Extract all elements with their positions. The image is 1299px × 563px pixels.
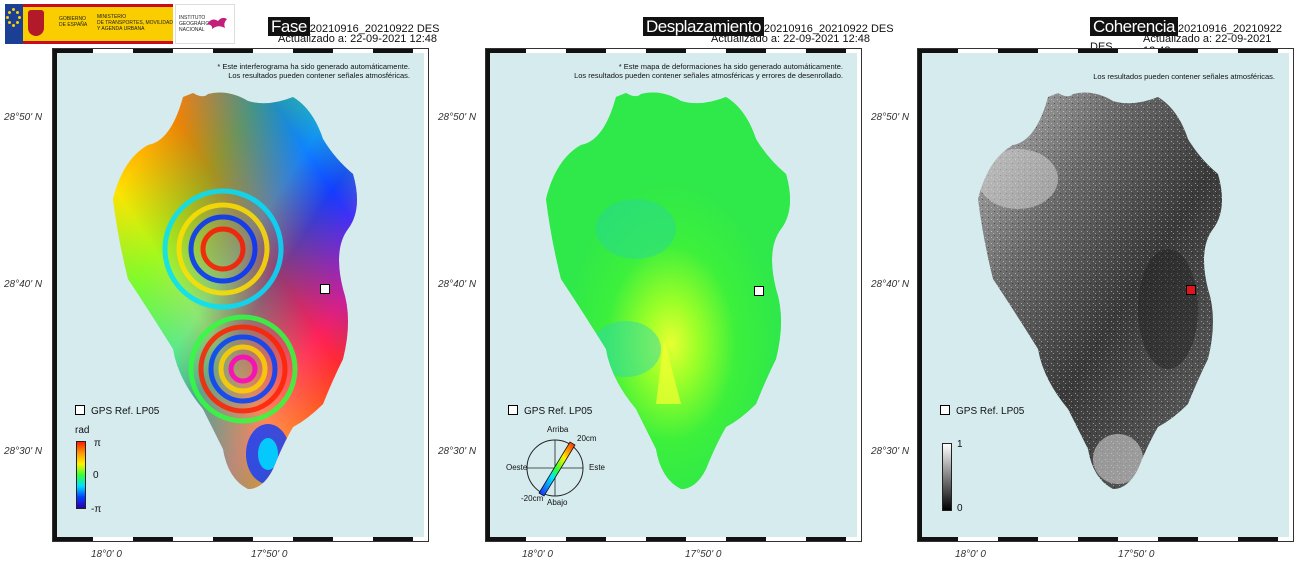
ign-line-3: NACIONAL <box>179 27 205 33</box>
coh-note: Los resultados pueden contener señales a… <box>1093 72 1275 81</box>
compass-max-label: 20cm <box>577 434 597 443</box>
eu-flag-icon <box>5 4 23 44</box>
lat-label: 28°30' N <box>871 446 910 457</box>
phase-colorbar <box>76 441 86 509</box>
government-logo: GOBIERNO DE ESPAÑA MINISTERIO DE TRANSPO… <box>23 4 173 44</box>
lat-label: 28°40' N <box>438 279 477 290</box>
compass-right-label: Este <box>589 463 606 472</box>
coh-map-panel[interactable]: Los resultados pueden contener señales a… <box>917 48 1294 542</box>
desp-map-panel[interactable]: * Este mapa de deformaciones ha sido gen… <box>485 48 862 542</box>
coat-of-arms-icon <box>28 10 44 36</box>
min-line-3: Y AGENDA URBANA <box>97 26 145 32</box>
colorbar-mid-label: 0 <box>93 470 99 481</box>
colorbar-title: rad <box>75 425 90 436</box>
lat-label: 28°30' N <box>438 446 477 457</box>
panel-updated: Actualizado a: 22-09-2021 12:48 <box>711 33 871 45</box>
los-compass <box>526 439 584 497</box>
lat-label: 28°50' N <box>4 112 43 123</box>
gps-legend-label: GPS Ref. LP05 <box>524 406 593 417</box>
panel-updated: Actualizado a: 22-09-2021 12:48 <box>278 33 438 45</box>
fase-note: * Este interferograma ha sido generado a… <box>217 62 410 80</box>
lat-label: 28°50' N <box>438 112 477 123</box>
ign-line-1: INSTITUTO <box>179 15 206 21</box>
lon-label: 18°0' 0 <box>522 549 553 560</box>
lat-label: 28°30' N <box>4 446 43 457</box>
gps-legend-box <box>508 405 518 415</box>
gps-legend: GPS Ref. LP05 <box>940 405 1024 417</box>
compass-min-label: -20cm <box>521 494 544 503</box>
fase-header: Fase 20210916_20210922 DES <box>268 17 439 37</box>
map-frame <box>53 49 428 541</box>
lon-label: 17°50' 0 <box>1118 549 1155 560</box>
colorbar-top-label: π <box>94 438 101 449</box>
gps-legend-label: GPS Ref. LP05 <box>956 406 1025 417</box>
ign-line-2: GEOGRÁFICO <box>179 21 213 27</box>
gps-reference-marker[interactable] <box>320 284 330 294</box>
gob-line-2: DE ESPAÑA <box>59 22 88 28</box>
gps-reference-marker[interactable] <box>754 286 764 296</box>
gps-legend-label: GPS Ref. LP05 <box>91 406 160 417</box>
coherence-colorbar <box>942 443 952 511</box>
compass-top-label: Arriba <box>547 425 569 434</box>
lon-label: 17°50' 0 <box>251 549 288 560</box>
map-frame <box>486 49 861 541</box>
lon-label: 18°0' 0 <box>91 549 122 560</box>
panel-title: Fase <box>268 17 310 36</box>
fase-map-panel[interactable]: * Este interferograma ha sido generado a… <box>52 48 429 542</box>
gob-line-1: GOBIERNO <box>59 16 86 22</box>
lat-label: 28°40' N <box>871 279 910 290</box>
gps-legend: GPS Ref. LP05 <box>508 405 592 417</box>
gps-legend-box <box>75 405 85 415</box>
colorbar-top-label: 1 <box>957 439 963 450</box>
min-line-2: DE TRANSPORTES, MOVILIDAD <box>97 20 173 26</box>
panel-title: Desplazamiento <box>643 17 764 36</box>
note-line-2: Los resultados pueden contener señales a… <box>228 71 410 80</box>
panel-dates: 20210916_20210922 DES <box>309 23 440 35</box>
min-line-1: MINISTERIO <box>97 14 127 20</box>
lat-label: 28°40' N <box>4 279 43 290</box>
desp-header: Desplazamiento 20210916_20210922 DES <box>643 17 894 37</box>
note-line-1: * Este interferograma ha sido generado a… <box>217 62 410 71</box>
map-frame <box>918 49 1293 541</box>
gps-legend: GPS Ref. LP05 <box>75 405 159 417</box>
desp-note: * Este mapa de deformaciones ha sido gen… <box>574 62 843 80</box>
ign-bird-icon <box>207 17 227 29</box>
logo-strip: GOBIERNO DE ESPAÑA MINISTERIO DE TRANSPO… <box>5 4 235 44</box>
note-line-1: Los resultados pueden contener señales a… <box>1093 72 1275 81</box>
lon-label: 17°50' 0 <box>685 549 722 560</box>
note-line-2: Los resultados pueden contener señales a… <box>574 71 843 80</box>
compass-bottom-label: Abajo <box>547 498 568 507</box>
ign-logo: INSTITUTO GEOGRÁFICO NACIONAL <box>175 4 235 44</box>
lat-label: 28°50' N <box>871 112 910 123</box>
gps-reference-marker[interactable] <box>1186 285 1196 295</box>
panel-title: Coherencia <box>1090 17 1178 36</box>
compass-left-label: Oeste <box>506 463 528 472</box>
colorbar-bottom-label: 0 <box>957 503 963 514</box>
lon-label: 18°0' 0 <box>955 549 986 560</box>
note-line-1: * Este mapa de deformaciones ha sido gen… <box>618 62 843 71</box>
coh-header: Coherencia 20210916_20210922 DES <box>1090 17 1299 55</box>
colorbar-bottom-label: -π <box>91 504 102 515</box>
gps-legend-box <box>940 405 950 415</box>
panel-dates: 20210916_20210922 DES <box>763 23 894 35</box>
